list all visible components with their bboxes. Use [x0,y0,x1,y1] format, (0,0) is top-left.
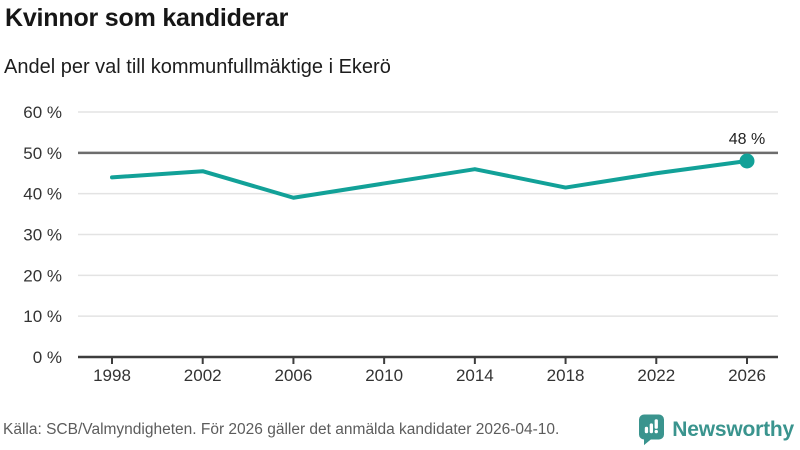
y-tick-label: 10 % [23,307,62,326]
y-tick-label: 40 % [23,185,62,204]
source-note: Källa: SCB/Valmyndigheten. För 2026 gäll… [3,420,560,438]
x-tick-label: 2002 [184,366,222,385]
y-tick-label: 60 % [23,103,62,122]
x-tick-label: 1998 [93,366,131,385]
x-tick-label: 2014 [456,366,494,385]
brand-logo: Newsworthy [637,413,794,446]
x-tick-label: 2022 [637,366,675,385]
brand-name: Newsworthy [672,417,794,441]
x-tick-label: 2026 [728,366,766,385]
chart-title: Kvinnor som kandiderar [5,4,289,32]
x-tick-label: 2006 [275,366,313,385]
x-tick-label: 2010 [365,366,403,385]
end-value-label: 48 % [729,131,765,148]
y-tick-label: 50 % [23,144,62,163]
y-tick-label: 0 % [33,348,62,367]
line-chart: 0 % 10 % 20 % 30 % 40 % 50 % 60 % 1998 2002 2006 2… [23,103,778,385]
data-point-last [739,153,755,169]
y-tick-label: 20 % [23,266,62,285]
chart-subtitle: Andel per val till kommunfullmäktige i E… [4,56,391,78]
y-tick-label: 30 % [23,226,62,245]
newsworthy-icon [639,414,665,446]
chart-footer: Källa: SCB/Valmyndigheten. För 2026 gäll… [3,413,794,446]
data-line [110,159,749,200]
x-tick-label: 2018 [547,366,585,385]
